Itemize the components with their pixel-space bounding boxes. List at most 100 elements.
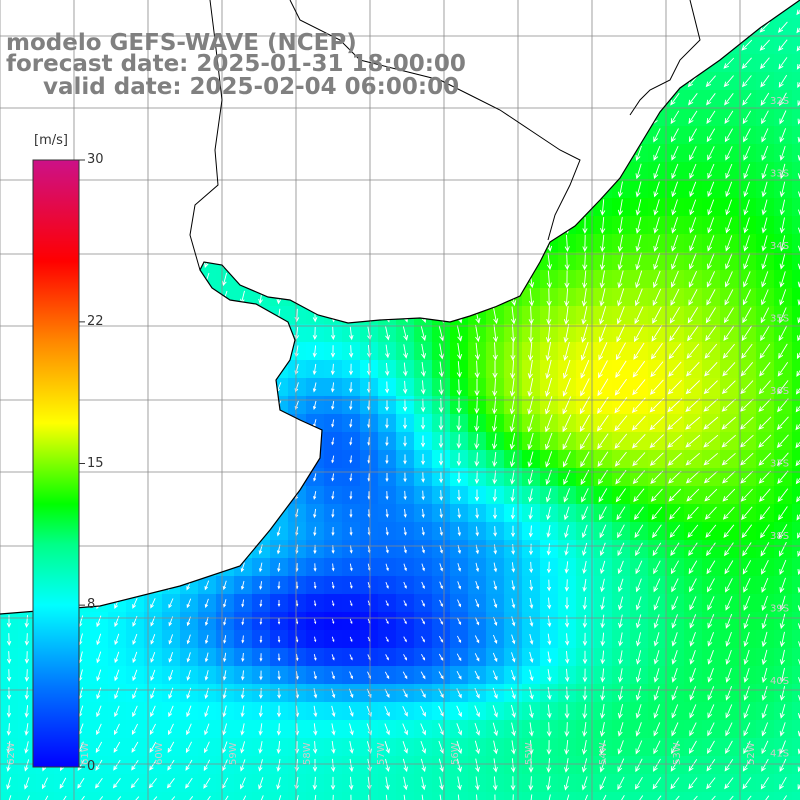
wind-arrow: [421, 653, 426, 661]
wind-arrow: [529, 651, 534, 663]
wind-arrow: [725, 253, 733, 270]
wind-arrow: [419, 200, 427, 214]
wind-arrow: [779, 253, 786, 270]
wind-arrow: [239, 472, 247, 483]
wind-arrow: [403, 600, 407, 607]
wind-arrow: [492, 182, 499, 197]
wind-arrow: [24, 236, 30, 251]
wind-arrow: [114, 669, 120, 682]
wind-arrow: [95, 111, 103, 124]
wind-arrow: [349, 654, 353, 661]
wind-arrow: [473, 271, 481, 288]
wind-arrow: [599, 288, 606, 307]
field-cell: [0, 216, 19, 235]
field-cell: [522, 144, 541, 163]
wind-arrow: [439, 776, 444, 791]
wind-arrow: [686, 506, 699, 520]
wind-arrow: [438, 723, 445, 736]
wind-arrow: [95, 129, 103, 142]
wind-arrow: [276, 363, 282, 376]
wind-arrow: [742, 110, 752, 125]
wind-arrow: [456, 325, 463, 342]
wind-arrow: [23, 381, 31, 394]
field-cell: [630, 54, 649, 73]
wind-arrow: [167, 111, 175, 124]
field-cell: [792, 792, 800, 800]
wind-arrow: [24, 218, 30, 233]
field-cell: [324, 234, 343, 253]
field-cell: [468, 198, 487, 217]
wind-arrow: [650, 343, 663, 360]
wind-arrow: [689, 163, 697, 179]
field-cell: [486, 72, 505, 91]
wind-arrow: [149, 309, 157, 322]
wind-arrow: [420, 20, 426, 35]
lat-tick-label: 41S: [770, 749, 789, 760]
wind-arrow: [688, 110, 698, 124]
wind-arrow: [240, 777, 246, 790]
wind-arrow: [258, 795, 264, 800]
wind-arrow: [240, 164, 245, 179]
field-cell: [252, 342, 271, 361]
wind-arrow: [385, 545, 389, 554]
wind-arrow: [529, 687, 534, 700]
field-cell: [18, 792, 37, 800]
lat-tick-label: 35S: [770, 314, 789, 325]
field-cell: [216, 342, 235, 361]
field-cell: [612, 0, 631, 19]
wind-arrow: [582, 199, 588, 216]
wind-arrow: [492, 507, 498, 520]
wind-arrow: [240, 705, 245, 718]
wind-arrow: [402, 417, 408, 430]
field-cell: [486, 216, 505, 235]
wind-arrow: [239, 795, 247, 800]
wind-arrow: [725, 163, 733, 179]
field-cell: [162, 450, 181, 469]
wind-arrow: [653, 740, 661, 755]
wind-arrow: [6, 218, 12, 233]
field-cell: [108, 378, 127, 397]
wind-arrow: [349, 419, 353, 428]
wind-arrow: [761, 722, 769, 737]
field-cell: [504, 126, 523, 145]
wind-arrow: [689, 146, 697, 161]
wind-arrow: [492, 794, 498, 800]
field-cell: [558, 72, 577, 91]
wind-arrow: [761, 253, 768, 270]
wind-arrow: [778, 57, 788, 70]
wind-arrow: [420, 2, 426, 17]
wind-arrow: [222, 164, 227, 179]
wind-arrow: [383, 236, 391, 250]
field-cell: [90, 126, 109, 145]
wind-arrow: [222, 670, 227, 681]
wind-arrow: [705, 75, 716, 88]
field-cell: [126, 126, 145, 145]
wind-arrow: [59, 777, 67, 789]
wind-arrow: [687, 524, 699, 538]
field-cell: [558, 90, 577, 109]
wind-arrow: [420, 362, 426, 377]
field-cell: [378, 144, 397, 163]
field-cell: [252, 414, 271, 433]
wind-arrow: [527, 414, 534, 433]
wind-arrow: [24, 723, 29, 736]
field-cell: [252, 396, 271, 415]
wind-arrow: [600, 650, 606, 665]
wind-arrow: [277, 618, 281, 625]
field-cell: [288, 0, 307, 19]
wind-arrow: [401, 200, 409, 214]
field-cell: [468, 792, 487, 800]
wind-arrow: [779, 181, 786, 198]
lon-tick-label: 52W: [746, 742, 757, 765]
wind-arrow: [598, 342, 608, 361]
wind-arrow: [474, 470, 480, 485]
wind-arrow: [23, 363, 31, 376]
wind-arrow: [723, 4, 735, 15]
field-cell: [180, 432, 199, 451]
wind-arrow: [167, 291, 175, 304]
wind-arrow: [349, 527, 353, 536]
lat-tick-label: 32S: [770, 96, 789, 107]
field-cell: [252, 216, 271, 235]
wind-arrow: [130, 508, 140, 519]
field-cell: [342, 108, 361, 127]
